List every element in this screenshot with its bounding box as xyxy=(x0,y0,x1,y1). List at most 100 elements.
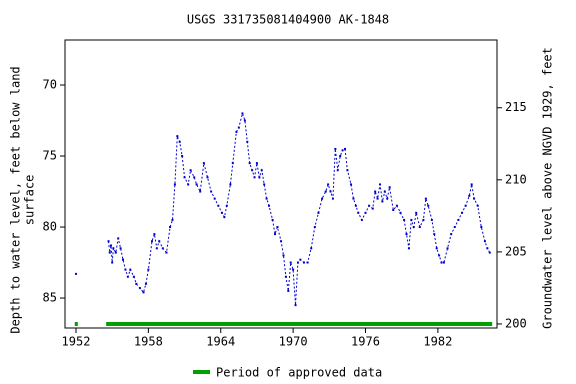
data-point xyxy=(468,194,471,197)
data-point xyxy=(324,190,327,193)
data-point xyxy=(461,211,464,214)
legend-label: Period of approved data xyxy=(216,366,382,380)
data-point xyxy=(129,268,132,271)
data-point xyxy=(292,268,295,271)
data-point xyxy=(276,226,279,229)
data-point xyxy=(144,282,147,285)
data-point xyxy=(271,218,274,221)
y-tick-label: 80 xyxy=(43,220,57,234)
data-point xyxy=(213,197,216,200)
data-point xyxy=(124,268,127,271)
data-point xyxy=(135,282,138,285)
data-point xyxy=(189,169,192,172)
chart-title: USGS 331735081404900 AK-1848 xyxy=(187,13,389,27)
data-point xyxy=(381,200,384,203)
data-point xyxy=(258,176,261,179)
data-point xyxy=(364,211,367,214)
y2-axis-label: Groundwater level above NGVD 1929, feet xyxy=(541,47,555,329)
data-point xyxy=(374,190,377,193)
data-point xyxy=(202,162,205,165)
data-point xyxy=(183,176,186,179)
data-point xyxy=(246,140,249,143)
data-point xyxy=(280,240,283,243)
data-point xyxy=(284,275,287,278)
data-point xyxy=(142,291,145,294)
data-point xyxy=(206,176,209,179)
data-point xyxy=(220,211,223,214)
y-tick-label: 70 xyxy=(43,78,57,92)
data-point xyxy=(107,240,110,243)
data-point xyxy=(126,275,129,278)
data-point xyxy=(217,204,220,207)
data-point xyxy=(111,261,114,264)
data-point xyxy=(225,204,228,207)
x-tick-label: 1964 xyxy=(206,335,235,349)
y-axis-label: Depth to water level, feet below land xyxy=(9,66,23,333)
data-point xyxy=(114,251,117,254)
data-point xyxy=(470,183,473,186)
data-point xyxy=(383,190,386,193)
data-point xyxy=(274,233,277,236)
data-point xyxy=(119,247,122,250)
data-point xyxy=(410,218,413,221)
data-point xyxy=(282,254,285,257)
data-point xyxy=(251,169,254,172)
data-point xyxy=(260,169,263,172)
data-point xyxy=(173,183,176,186)
data-point xyxy=(327,183,330,186)
data-point xyxy=(433,233,436,236)
data-point xyxy=(339,155,342,158)
data-point xyxy=(155,247,158,250)
data-point xyxy=(371,207,374,210)
data-point xyxy=(178,140,181,143)
x-tick-label: 1958 xyxy=(134,335,163,349)
data-point xyxy=(237,126,240,129)
data-point xyxy=(150,240,153,243)
data-point xyxy=(343,147,346,150)
y2-tick-label: 200 xyxy=(505,316,527,330)
data-point xyxy=(296,261,299,264)
data-point xyxy=(117,237,120,240)
data-point xyxy=(248,162,251,165)
data-point xyxy=(473,197,476,200)
data-point xyxy=(187,183,190,186)
data-point xyxy=(210,190,213,193)
data-point xyxy=(378,183,381,186)
y-tick-label: 85 xyxy=(43,291,57,305)
data-point xyxy=(422,218,425,221)
data-point xyxy=(386,197,389,200)
data-point xyxy=(407,247,410,250)
data-point xyxy=(450,233,453,236)
data-point xyxy=(392,208,395,211)
data-point xyxy=(415,211,418,214)
data-point xyxy=(346,169,349,172)
data-point xyxy=(231,162,234,165)
data-point xyxy=(480,226,483,229)
data-point xyxy=(171,218,174,221)
data-point xyxy=(112,247,115,250)
x-tick-label: 1952 xyxy=(62,335,91,349)
x-tick-label: 1970 xyxy=(279,335,308,349)
data-point xyxy=(181,155,184,158)
data-point xyxy=(457,218,460,221)
data-point xyxy=(395,204,398,207)
y-axis-label: surface xyxy=(23,175,37,226)
data-point xyxy=(193,176,196,179)
data-point xyxy=(442,261,445,264)
data-point xyxy=(341,149,344,152)
data-point xyxy=(438,254,441,257)
data-line xyxy=(108,111,491,306)
x-tick-label: 1976 xyxy=(351,335,380,349)
data-point xyxy=(412,226,415,229)
data-point xyxy=(161,247,164,250)
data-point xyxy=(176,135,179,138)
data-point xyxy=(253,176,256,179)
data-point xyxy=(317,211,320,214)
data-point xyxy=(289,261,292,264)
data-point xyxy=(306,261,309,264)
data-point xyxy=(241,112,244,115)
data-point xyxy=(255,162,258,165)
data-point xyxy=(424,197,427,200)
y2-tick-label: 205 xyxy=(505,244,527,258)
